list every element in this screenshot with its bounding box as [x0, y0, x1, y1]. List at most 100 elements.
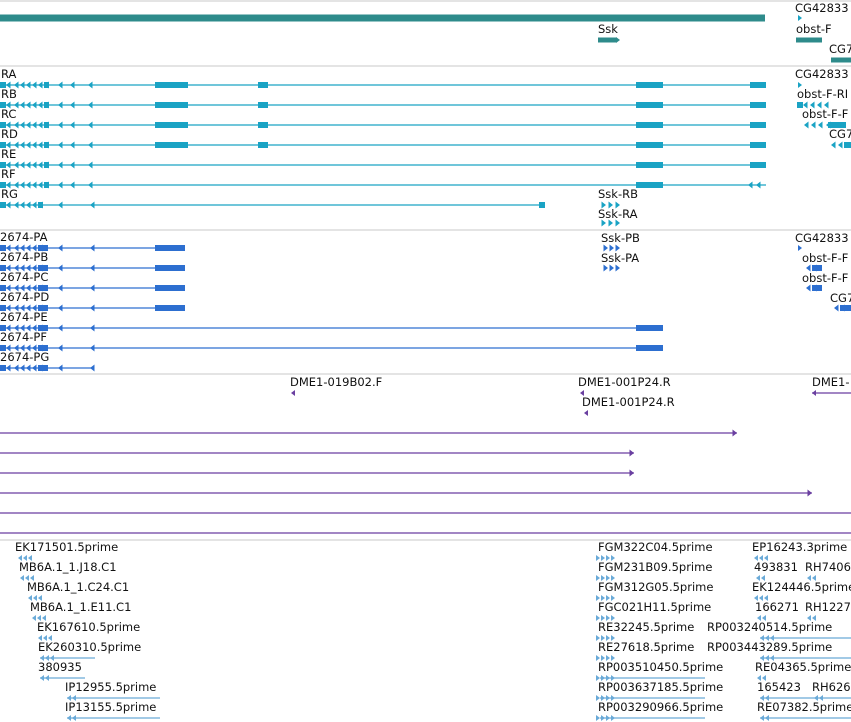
protein-label-pg[interactable]: 2674-PG	[0, 350, 49, 364]
est-label[interactable]: RP003240514.5prime	[707, 620, 832, 634]
exon-block[interactable]	[828, 122, 846, 128]
oligo-label-019b02[interactable]: DME1-019B02.F	[290, 375, 382, 389]
protein-label-cg42833[interactable]: CG42833	[795, 231, 849, 245]
est-label[interactable]: RH6260	[812, 680, 851, 694]
exon-block[interactable]	[0, 345, 6, 351]
transcript-label-rg[interactable]: RG	[1, 187, 18, 201]
transcript-label-re[interactable]: RE	[1, 147, 16, 161]
est-label[interactable]: 166271	[755, 600, 799, 614]
exon-block[interactable]	[0, 102, 6, 108]
gene-label-cg42833[interactable]: CG42833	[795, 1, 849, 15]
exon-block[interactable]	[840, 305, 851, 311]
gene-span-obst-f[interactable]	[796, 37, 822, 43]
exon-block[interactable]	[750, 82, 766, 88]
transcript-label-ssk-ra[interactable]: Ssk-RA	[598, 207, 638, 221]
exon-block[interactable]	[750, 162, 766, 168]
exon-block[interactable]	[0, 82, 6, 88]
exon-block[interactable]	[155, 245, 185, 251]
exon-block[interactable]	[44, 162, 49, 168]
exon-block[interactable]	[0, 142, 6, 148]
protein-label-obst-f-f-2[interactable]: obst-F-F	[802, 271, 848, 285]
exon-block[interactable]	[38, 285, 48, 291]
est-label[interactable]: RP003443289.5prime	[707, 640, 832, 654]
exon-block[interactable]	[750, 122, 766, 128]
exon-block[interactable]	[0, 305, 6, 311]
exon-block[interactable]	[0, 202, 6, 208]
gene-span-ssk[interactable]	[598, 37, 616, 43]
exon-block[interactable]	[812, 285, 822, 291]
transcript-label-cg7[interactable]: CG7	[829, 127, 851, 141]
est-label[interactable]: RH1227	[805, 600, 851, 614]
exon-block[interactable]	[38, 345, 48, 351]
exon-block[interactable]	[38, 265, 48, 271]
oligo-label-dme1[interactable]: DME1-	[812, 375, 850, 389]
exon-block[interactable]	[44, 122, 49, 128]
exon-block[interactable]	[844, 142, 851, 148]
exon-block[interactable]	[155, 305, 185, 311]
est-label[interactable]: MB6A.1_1.E11.C1	[30, 600, 131, 614]
exon-block[interactable]	[38, 305, 48, 311]
est-label[interactable]: 493831	[754, 560, 798, 574]
exon-block[interactable]	[38, 365, 48, 371]
exon-block[interactable]	[636, 345, 663, 351]
gene-span[interactable]	[0, 14, 765, 22]
exon-block[interactable]	[38, 245, 48, 251]
oligo-label-001p24-a[interactable]: DME1-001P24.R	[578, 375, 671, 389]
est-label[interactable]: FGM322C04.5prime	[598, 540, 713, 554]
exon-block[interactable]	[44, 82, 49, 88]
transcript-label-obst-f-f[interactable]: obst-F-F	[802, 107, 848, 121]
est-label[interactable]: RP003637185.5prime	[598, 680, 723, 694]
exon-block[interactable]	[44, 142, 49, 148]
transcript-label-rf[interactable]: RF	[1, 167, 16, 181]
protein-label-pe[interactable]: 2674-PE	[0, 310, 48, 324]
est-label[interactable]: RP003290966.5prime	[598, 700, 723, 714]
exon-block[interactable]	[636, 325, 663, 331]
exon-block[interactable]	[44, 182, 49, 188]
exon-block[interactable]	[155, 142, 188, 148]
exon-block[interactable]	[258, 102, 268, 108]
exon-block[interactable]	[155, 122, 188, 128]
protein-label-pd[interactable]: 2674-PD	[0, 290, 49, 304]
exon-block[interactable]	[155, 102, 188, 108]
est-label[interactable]: 165423	[757, 680, 801, 694]
est-label[interactable]: RE07382.5prime	[757, 700, 851, 714]
protein-label-pa[interactable]: 2674-PA	[0, 230, 48, 244]
est-label[interactable]: RH7406	[805, 560, 851, 574]
exon-block[interactable]	[636, 142, 663, 148]
exon-block[interactable]	[636, 182, 663, 188]
transcript-label-ssk-rb[interactable]: Ssk-RB	[598, 187, 638, 201]
exon-block[interactable]	[812, 265, 822, 271]
est-label[interactable]: FGM231B09.5prime	[598, 560, 712, 574]
exon-block[interactable]	[0, 162, 6, 168]
est-label[interactable]: FGC021H11.5prime	[598, 600, 711, 614]
exon-block[interactable]	[38, 202, 43, 208]
exon-block[interactable]	[155, 285, 185, 291]
exon-block[interactable]	[750, 102, 766, 108]
exon-block[interactable]	[797, 102, 803, 108]
exon-block[interactable]	[0, 285, 6, 291]
exon-block[interactable]	[0, 182, 6, 188]
est-label[interactable]: RP003510450.5prime	[598, 660, 723, 674]
exon-block[interactable]	[0, 122, 6, 128]
est-label[interactable]: RE27618.5prime	[598, 640, 694, 654]
gene-label-ssk[interactable]: Ssk	[598, 22, 618, 36]
exon-block[interactable]	[636, 122, 663, 128]
exon-block[interactable]	[258, 142, 268, 148]
exon-block[interactable]	[0, 365, 6, 371]
exon-block[interactable]	[539, 202, 545, 208]
exon-block[interactable]	[0, 325, 6, 331]
transcript-label-rb[interactable]: RB	[1, 87, 17, 101]
exon-block[interactable]	[636, 82, 663, 88]
est-label[interactable]: MB6A.1_1.J18.C1	[19, 560, 117, 574]
est-label[interactable]: EK167610.5prime	[37, 620, 140, 634]
transcript-label-rd[interactable]: RD	[1, 127, 18, 141]
protein-label-pb[interactable]: 2674-PB	[0, 250, 48, 264]
est-label[interactable]: MB6A.1_1.C24.C1	[27, 580, 129, 594]
est-label[interactable]: 380935	[38, 660, 82, 674]
exon-block[interactable]	[38, 325, 48, 331]
est-label[interactable]: EK124446.5prime	[752, 580, 851, 594]
transcript-label-obst-f-ri[interactable]: obst-F-RI	[797, 87, 848, 101]
est-label[interactable]: FGM312G05.5prime	[598, 580, 713, 594]
protein-label-ssk-pb[interactable]: Ssk-PB	[601, 231, 640, 245]
exon-block[interactable]	[44, 102, 49, 108]
